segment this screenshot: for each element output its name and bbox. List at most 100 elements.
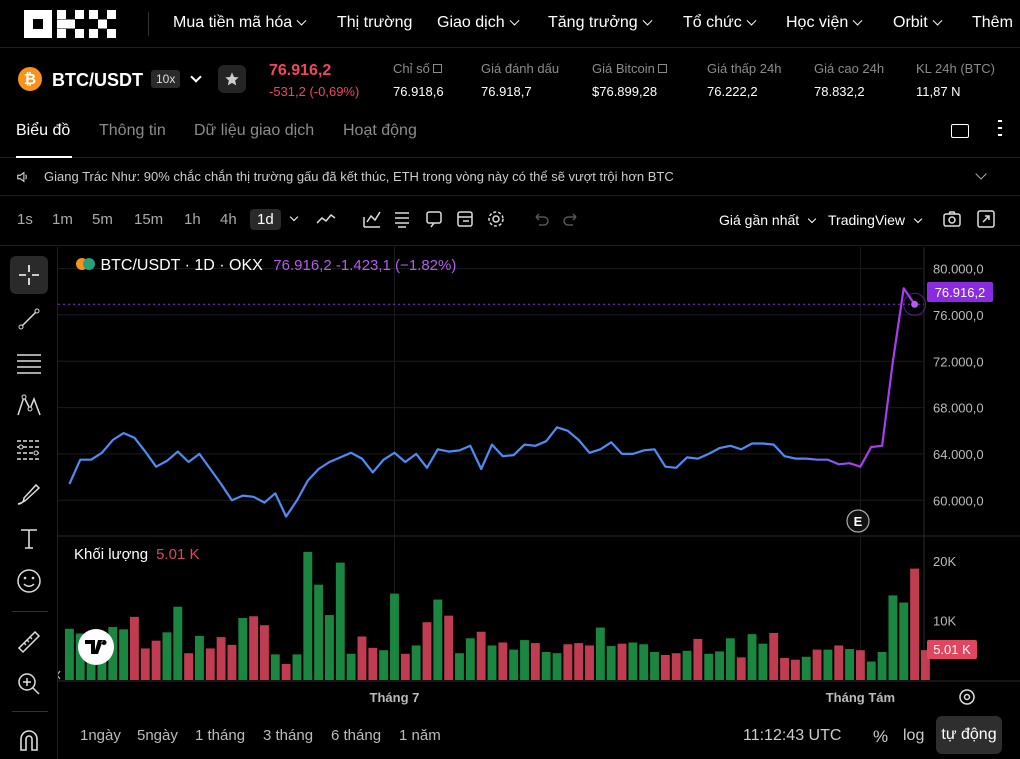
range-3m[interactable]: 3 tháng	[263, 727, 314, 744]
news-banner[interactable]: Giang Trác Như: 90% chắc chắn thị trường…	[0, 158, 1020, 196]
nav-markets[interactable]: Thị trường	[337, 14, 412, 32]
nav-trade[interactable]: Giao dịch	[437, 14, 520, 32]
utc-clock[interactable]: 11:12:43 UTC	[743, 727, 842, 744]
redo-icon[interactable]	[561, 209, 581, 229]
volume-bar	[834, 645, 844, 680]
zoom-in-icon[interactable]	[10, 665, 48, 703]
volume-bar	[162, 632, 172, 680]
emoji-icon[interactable]	[10, 562, 48, 600]
template-icon[interactable]	[455, 209, 475, 229]
range-1y[interactable]: 1 năm	[399, 727, 441, 744]
nav-grow[interactable]: Tăng trưởng	[548, 14, 653, 32]
tab-trading-data[interactable]: Dữ liệu giao dịch	[194, 122, 315, 139]
fibonacci-icon[interactable]	[10, 431, 48, 469]
pair-dropdown-chevron-icon[interactable]	[190, 71, 202, 83]
volume-bar	[606, 646, 616, 680]
volume-bar	[173, 606, 183, 680]
stat-bitcoin-price[interactable]: Giá Bitcoin $76.899,28	[592, 61, 667, 99]
nav-more[interactable]: Thêm	[972, 14, 1013, 32]
price-chart-svg[interactable]: 80.000,0 76.000,0 72.000,0 68.000,0 64.000,0…	[56, 247, 1020, 759]
auto-scale-toggle[interactable]: tự động	[936, 716, 1002, 754]
leverage-badge: 10x	[151, 70, 181, 88]
range-1d[interactable]: 1ngày	[80, 727, 121, 744]
magnet-icon[interactable]	[10, 721, 48, 759]
axis-settings-icon[interactable]	[959, 689, 975, 705]
favorite-star-button[interactable]	[218, 65, 246, 93]
tab-activity[interactable]: Hoạt động	[343, 122, 417, 139]
volume-bar	[877, 651, 887, 680]
stat-index[interactable]: Chỉ số 76.918,6	[393, 61, 444, 99]
chevron-down-icon	[932, 15, 943, 26]
text-tool-icon[interactable]	[10, 519, 48, 557]
nav-orbit[interactable]: Orbit	[893, 14, 943, 32]
volume-bar	[628, 642, 638, 680]
chart-ohlc-values: 76.916,2 -1.423,1 (−1.82%)	[273, 257, 457, 274]
price-change: -531,2 (-0,69%)	[269, 84, 360, 99]
timeframe-1d[interactable]: 1d	[250, 209, 281, 230]
price-source-select[interactable]: Giá gần nhất	[719, 212, 817, 228]
stat-mark-price: Giá đánh dấu 76.918,7	[481, 61, 559, 99]
volume-tick-label: 20K	[933, 554, 956, 569]
crosshair-icon[interactable]	[10, 256, 48, 294]
price-series-line[interactable]	[68, 287, 916, 518]
chart-legend: BTC/USDT · 1D · OKX 76.916,2 -1.423,1 (−…	[74, 256, 456, 275]
nav-grow-label: Tăng trưởng	[548, 14, 638, 31]
tab-info[interactable]: Thông tin	[99, 122, 166, 139]
more-menu-icon[interactable]	[998, 120, 1002, 142]
timeframe-4h[interactable]: 4h	[220, 211, 237, 228]
stat-mark-price-label: Giá đánh dấu	[481, 61, 560, 76]
tab-chart[interactable]: Biểu đồ	[16, 122, 71, 139]
expand-chevron-icon[interactable]	[975, 168, 987, 180]
line-chart-type-icon[interactable]	[316, 209, 336, 229]
okx-logo[interactable]	[24, 10, 118, 38]
stat-index-label: Chỉ số	[393, 61, 444, 76]
range-6m[interactable]: 6 tháng	[331, 727, 382, 744]
chevron-down-icon	[807, 214, 817, 224]
gear-icon[interactable]	[486, 209, 506, 229]
brush-icon[interactable]	[10, 475, 48, 513]
volume-bar	[715, 651, 724, 680]
window-layout-icon[interactable]	[951, 124, 969, 138]
collapse-arrow-icon[interactable]	[56, 670, 61, 680]
timeframe-5m[interactable]: 5m	[92, 211, 113, 228]
nav-learn[interactable]: Học viện	[786, 14, 863, 32]
log-scale-toggle[interactable]: log	[903, 727, 925, 744]
indicators-icon[interactable]	[362, 209, 382, 229]
external-link-icon[interactable]	[432, 64, 442, 73]
timeframe-1h[interactable]: 1h	[184, 211, 201, 228]
volume-bar	[216, 637, 226, 680]
volume-bar	[281, 663, 291, 680]
timeframe-15m[interactable]: 15m	[134, 211, 164, 228]
list-settings-icon[interactable]	[392, 209, 412, 229]
chart-area[interactable]: 80.000,0 76.000,0 72.000,0 68.000,0 64.000,0…	[56, 247, 1020, 759]
timeframe-1m[interactable]: 1m	[52, 211, 73, 228]
trend-line-icon[interactable]	[10, 300, 48, 338]
timeframe-1s[interactable]: 1s	[17, 211, 33, 228]
nav-buy-crypto[interactable]: Mua tiền mã hóa	[173, 14, 307, 32]
nav-markets-label: Thị trường	[337, 14, 413, 31]
price-tick-label: 60.000,0	[933, 493, 984, 508]
volume-bar	[639, 644, 649, 680]
percent-scale-toggle[interactable]: %	[873, 727, 889, 746]
pattern-icon[interactable]	[10, 387, 48, 425]
stat-24h-low-value: 76.222,2	[707, 84, 758, 99]
nav-institutional[interactable]: Tổ chức	[683, 14, 757, 32]
range-1m[interactable]: 1 tháng	[195, 727, 246, 744]
undo-icon[interactable]	[531, 209, 551, 229]
alert-icon[interactable]	[424, 209, 444, 229]
range-5d[interactable]: 5ngày	[137, 727, 178, 744]
fullscreen-icon[interactable]	[976, 209, 996, 229]
timeframe-dropdown-icon[interactable]	[284, 209, 304, 229]
volume-bar	[357, 636, 367, 680]
pair-name[interactable]: BTC/USDT	[52, 70, 143, 90]
chevron-down-icon	[913, 214, 923, 224]
news-headline[interactable]: Giang Trác Như: 90% chắc chắn thị trường…	[44, 169, 674, 184]
chart-engine-select[interactable]: TradingView	[828, 212, 923, 228]
tradingview-logo[interactable]	[78, 629, 114, 665]
camera-icon[interactable]	[942, 209, 962, 229]
external-link-icon[interactable]	[657, 64, 667, 73]
earnings-marker[interactable]	[846, 509, 870, 533]
ruler-icon[interactable]	[10, 623, 48, 661]
horizontal-lines-icon[interactable]	[10, 344, 48, 382]
stat-bitcoin-price-label: Giá Bitcoin	[592, 61, 667, 76]
